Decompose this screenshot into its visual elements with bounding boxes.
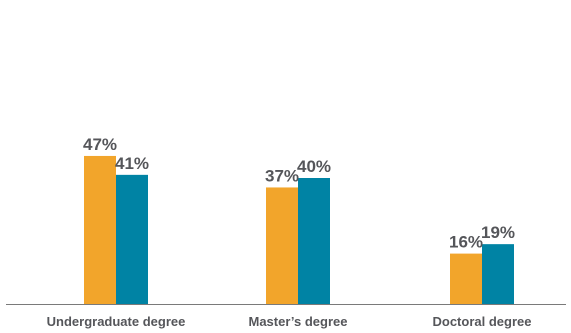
- value-label-series1-1: 47%: [83, 135, 117, 154]
- bar-series1-2: [266, 187, 298, 304]
- value-label-series1-2: 37%: [265, 166, 299, 185]
- bar-series2-2: [298, 178, 330, 304]
- category-labels-group: Undergraduate degree Master’s degree Docto…: [47, 314, 532, 329]
- bar-series2-3: [482, 244, 514, 304]
- value-label-series2-3: 19%: [481, 223, 515, 242]
- bar-series2-1: [116, 175, 148, 304]
- value-label-series2-1: 41%: [115, 154, 149, 173]
- category-label-2: Master’s degree: [249, 314, 348, 329]
- value-label-series1-3: 16%: [449, 233, 483, 252]
- category-label-1: Undergraduate degree: [47, 314, 186, 329]
- value-label-series2-2: 40%: [297, 157, 331, 176]
- category-label-3: Doctoral degree: [433, 314, 532, 329]
- bar-series1-1: [84, 156, 116, 304]
- bar-series1-3: [450, 254, 482, 304]
